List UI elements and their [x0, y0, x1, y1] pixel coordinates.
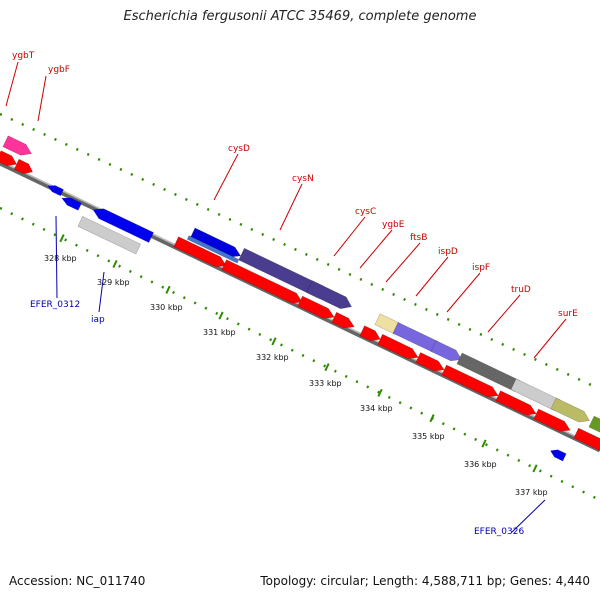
cds-7[interactable]: [377, 333, 419, 359]
gene-label-cysC[interactable]: cysC: [355, 207, 376, 217]
tick-label-337: 337 kbp: [515, 488, 548, 497]
leader-red-1: [37, 75, 47, 122]
leader-red-6: [385, 242, 421, 283]
leader-red-7: [415, 256, 449, 297]
cds-5[interactable]: [331, 311, 355, 329]
gene-label-ispD[interactable]: ispD: [438, 247, 458, 257]
cds-3[interactable]: [221, 259, 303, 304]
gene-labels-bottom: EFER_0312 iap EFER_0326: [30, 300, 524, 537]
leader-blue-0: [55, 215, 58, 299]
tick-mark-9: [532, 464, 538, 473]
tick-mark-0: [59, 234, 65, 243]
cds-11[interactable]: [533, 408, 571, 432]
cds-9[interactable]: [441, 364, 499, 398]
gene-label-iap[interactable]: iap: [91, 315, 105, 325]
tick-label-328: 328 kbp: [44, 254, 77, 263]
gene-block-small-reverse-b[interactable]: [47, 185, 64, 197]
cds-12[interactable]: [573, 427, 600, 451]
leader-red-10: [533, 318, 567, 359]
tick-mark-3: [218, 311, 224, 320]
map-title: Escherichia fergusonii ATCC 35469, compl…: [123, 9, 477, 24]
cds-2[interactable]: [173, 236, 227, 268]
tick-label-333: 333 kbp: [309, 379, 342, 388]
gene-block-cysD[interactable]: [189, 227, 242, 258]
label-leaders: [5, 61, 567, 533]
gene-features: [0, 135, 600, 462]
gene-label-ygbT[interactable]: ygbT: [12, 51, 35, 61]
gene-block-ispF[interactable]: [456, 352, 521, 393]
gene-block-surE[interactable]: [550, 397, 590, 423]
tick-marks: [59, 234, 538, 473]
gene-block-next[interactable]: [588, 415, 600, 435]
cds-0[interactable]: [0, 150, 18, 167]
genome-summary-text: Topology: circular; Length: 4,588,711 bp…: [260, 574, 590, 588]
inner-dotted-track: [0, 206, 600, 502]
gene-block-small-reverse-a[interactable]: [61, 197, 83, 211]
gene-label-surE[interactable]: surE: [558, 309, 578, 319]
gene-label-cysD[interactable]: cysD: [228, 144, 250, 154]
tick-mark-4: [271, 337, 277, 346]
gene-block-small-reverse-c[interactable]: [549, 449, 567, 462]
leader-blue-2: [511, 499, 546, 533]
gene-label-ispF[interactable]: ispF: [472, 263, 490, 273]
leader-red-2: [213, 153, 239, 201]
tick-mark-2: [165, 285, 171, 294]
leader-red-5: [359, 229, 393, 269]
gene-label-cysN[interactable]: cysN: [292, 174, 314, 184]
tick-mark-8: [481, 439, 487, 448]
cds-1[interactable]: [13, 158, 34, 175]
tick-label-332: 332 kbp: [256, 353, 289, 362]
cds-6[interactable]: [359, 325, 381, 342]
cds-10[interactable]: [495, 390, 537, 416]
outer-dotted-track: [0, 112, 600, 391]
gene-block-ispD[interactable]: [430, 340, 462, 362]
tick-mark-1: [112, 259, 118, 269]
gene-label-EFER_0312[interactable]: EFER_0312: [30, 300, 80, 310]
gene-block-iap[interactable]: [77, 215, 141, 255]
leader-red-8: [446, 272, 481, 313]
tick-mark-7: [429, 414, 435, 423]
tick-labels: 328 kbp 329 kbp 330 kbp 331 kbp 332 kbp …: [44, 254, 548, 497]
tick-label-336: 336 kbp: [464, 460, 497, 469]
leader-red-3: [279, 183, 303, 231]
cds-8[interactable]: [415, 352, 445, 372]
gene-label-EFER_0326[interactable]: EFER_0326: [474, 527, 524, 537]
gene-label-ygbF[interactable]: ygbF: [48, 65, 70, 75]
tick-label-331: 331 kbp: [203, 328, 236, 337]
gene-label-truD[interactable]: truD: [511, 285, 531, 295]
tick-label-330: 330 kbp: [150, 303, 183, 312]
tick-mark-5: [324, 363, 330, 372]
gene-labels-top: ygbT ygbF cysD cysN cysC ygbE ftsB ispD …: [12, 51, 578, 319]
leader-red-9: [487, 294, 521, 333]
tick-label-329: 329 kbp: [97, 278, 130, 287]
gene-block-cysD-inner[interactable]: [186, 235, 240, 264]
leader-red-4: [333, 216, 366, 257]
tick-label-334: 334 kbp: [360, 404, 393, 413]
gene-label-ygbE[interactable]: ygbE: [382, 220, 405, 230]
gene-block-blue-reverse[interactable]: [92, 208, 154, 243]
gene-block-ygbE[interactable]: [374, 313, 401, 335]
gene-block-ygbT[interactable]: [2, 135, 32, 156]
cds-4[interactable]: [297, 295, 335, 319]
leader-red-0: [5, 61, 19, 107]
tick-mark-6: [377, 388, 383, 397]
gene-block-cysN-a[interactable]: [238, 247, 325, 299]
gene-block-cysN-b[interactable]: [306, 280, 352, 310]
leader-blue-1: [98, 271, 105, 313]
tick-label-335: 335 kbp: [412, 432, 445, 441]
accession-text: Accession: NC_011740: [9, 574, 146, 588]
gene-label-ftsB[interactable]: ftsB: [410, 233, 427, 243]
